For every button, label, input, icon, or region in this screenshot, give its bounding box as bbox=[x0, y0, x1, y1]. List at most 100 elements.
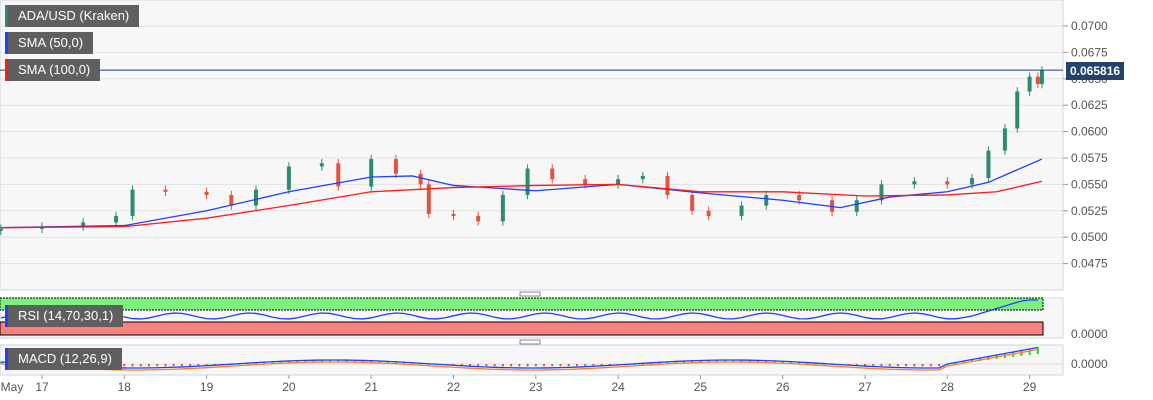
macd-histogram-bar bbox=[0, 361, 2, 364]
macd-histogram-bar bbox=[658, 362, 661, 364]
macd-histogram-bar bbox=[370, 360, 373, 363]
x-tick-label: 20 bbox=[282, 380, 296, 394]
macd-histogram-bar bbox=[526, 364, 529, 367]
macd-histogram-bar bbox=[864, 364, 866, 366]
macd-histogram-bar bbox=[254, 362, 257, 365]
macd-histogram-bar bbox=[1036, 347, 1039, 354]
macd-signal-line bbox=[0, 348, 1038, 371]
resize-handle bbox=[519, 291, 541, 297]
x-tick-label: 18 bbox=[118, 380, 132, 394]
macd-histogram-bar bbox=[510, 364, 513, 367]
last-price-tag: 0.065816 bbox=[1066, 62, 1125, 80]
macd-line bbox=[0, 346, 1038, 369]
macd-histogram-bar bbox=[460, 364, 463, 366]
macd-histogram-bar bbox=[740, 360, 743, 363]
macd-histogram-bar bbox=[970, 359, 973, 362]
macd-histogram-bar bbox=[921, 364, 924, 367]
candle bbox=[706, 210, 711, 217]
macd-histogram-bar bbox=[180, 364, 183, 366]
macd-histogram-bar bbox=[329, 360, 332, 363]
candle bbox=[451, 213, 456, 217]
macd-histogram-bar bbox=[954, 362, 957, 364]
macd-histogram-bar bbox=[575, 364, 578, 367]
candle bbox=[854, 200, 859, 212]
macd-histogram-bar bbox=[296, 360, 299, 363]
macd-histogram-bar bbox=[880, 364, 883, 366]
x-tick-label: 26 bbox=[776, 380, 790, 394]
macd-histogram-bar bbox=[156, 364, 159, 367]
macd-histogram-bar bbox=[543, 364, 546, 367]
macd-histogram-bar bbox=[929, 364, 932, 367]
rsi-overbought-band bbox=[0, 297, 1044, 311]
legend-sma100[interactable]: SMA (100,0) bbox=[5, 59, 101, 81]
macd-histogram-bar bbox=[403, 362, 406, 364]
macd-histogram-bar bbox=[781, 361, 784, 364]
macd-histogram-bar bbox=[501, 364, 504, 367]
candle bbox=[204, 191, 209, 195]
macd-histogram-bar bbox=[394, 361, 397, 364]
macd-histogram-bar bbox=[682, 361, 685, 364]
candle bbox=[1015, 91, 1020, 129]
y-tick-label: 0.0675 bbox=[1071, 45, 1108, 59]
candle bbox=[797, 194, 802, 201]
macd-histogram-bar bbox=[765, 360, 768, 363]
macd-histogram-bar bbox=[773, 360, 776, 363]
candle bbox=[1027, 76, 1032, 92]
x-tick-label: 29 bbox=[1023, 380, 1037, 394]
candle bbox=[476, 216, 481, 222]
y-tick-label: 0.0700 bbox=[1071, 19, 1108, 33]
macd-histogram-bar bbox=[962, 361, 965, 363]
macd-histogram-bar bbox=[757, 360, 760, 363]
x-tick-label: 28 bbox=[941, 380, 955, 394]
legend-rsi[interactable]: RSI (14,70,30,1) bbox=[5, 305, 124, 327]
macd-histogram-bar bbox=[147, 364, 150, 367]
candle bbox=[418, 173, 423, 185]
macd-histogram-bar bbox=[600, 364, 603, 366]
candle bbox=[1039, 70, 1044, 85]
rsi-oversold-band bbox=[0, 321, 1044, 336]
macd-histogram-bar bbox=[789, 361, 792, 364]
y-tick-label: 0.0525 bbox=[1071, 204, 1108, 218]
candle bbox=[986, 150, 991, 179]
macd-histogram-bar bbox=[798, 362, 801, 364]
macd-histogram-bar bbox=[872, 364, 875, 366]
macd-histogram-bar bbox=[905, 364, 908, 367]
macd-histogram-bar bbox=[312, 360, 315, 363]
macd-histogram-bar bbox=[411, 362, 414, 365]
sma100-line bbox=[0, 180, 1043, 229]
macd-histogram-bar bbox=[353, 360, 356, 363]
macd-histogram-bar bbox=[732, 360, 735, 363]
candle bbox=[114, 216, 119, 223]
candle bbox=[616, 179, 621, 185]
macd-histogram-bar bbox=[707, 360, 710, 363]
candle bbox=[393, 159, 398, 174]
macd-histogram-bar bbox=[534, 364, 537, 367]
macd-histogram-bar bbox=[468, 364, 471, 366]
candle bbox=[81, 222, 86, 227]
x-tick-label: May bbox=[1, 380, 24, 394]
macd-histogram-bar bbox=[378, 361, 381, 364]
macd-histogram-bar bbox=[485, 364, 488, 366]
macd-histogram-bar bbox=[304, 360, 307, 363]
y-tick-label: 0.0575 bbox=[1071, 151, 1108, 165]
legend-macd[interactable]: MACD (12,26,9) bbox=[5, 348, 122, 370]
candle bbox=[286, 166, 291, 190]
y-tick-label: 0.0600 bbox=[1071, 125, 1108, 139]
candle bbox=[426, 184, 431, 214]
macd-histogram-bar bbox=[205, 364, 208, 366]
x-tick-label: 21 bbox=[365, 380, 379, 394]
candle bbox=[1035, 76, 1040, 85]
macd-histogram-bar bbox=[386, 361, 389, 364]
macd-histogram-bar bbox=[650, 362, 653, 365]
legend-sma50[interactable]: SMA (50,0) bbox=[5, 32, 94, 54]
macd-histogram-bar bbox=[551, 364, 554, 367]
macd-histogram-bar bbox=[584, 364, 587, 366]
macd-histogram-bar bbox=[139, 364, 142, 367]
legend-symbol[interactable]: ADA/USD (Kraken) bbox=[5, 5, 140, 27]
macd-histogram-bar bbox=[1028, 349, 1031, 355]
macd-histogram-bar bbox=[592, 364, 595, 366]
x-tick-label: 24 bbox=[611, 380, 625, 394]
candle bbox=[336, 163, 341, 187]
macd-histogram-bar bbox=[189, 364, 192, 366]
